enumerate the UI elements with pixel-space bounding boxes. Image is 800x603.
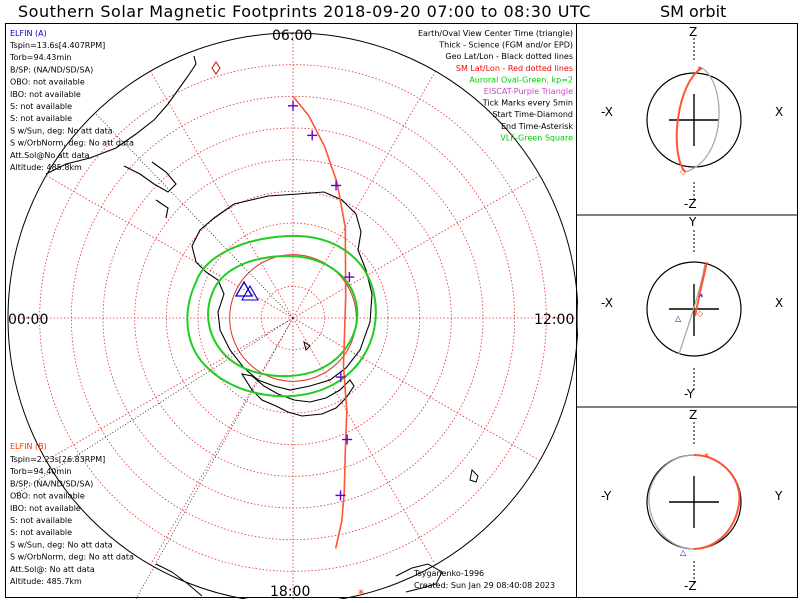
axis-label-left: -X (601, 296, 613, 310)
info-line: B/SP: (NA/ND/SD/SA) (10, 65, 93, 74)
legend-entry: EISCAT-Purple Triangle (484, 87, 573, 96)
geo-lon-line (95, 113, 294, 319)
earth-circle (646, 72, 742, 168)
legend-entry: VLF-Green Square (500, 133, 573, 142)
eiscat-triangle (241, 284, 259, 301)
info-line: S w/Sun, deg: No att data (10, 126, 113, 135)
axis-label-right: X (775, 296, 783, 310)
auroral-oval-outer (186, 234, 377, 398)
legend-entry: Thick - Science (FGM and/or EPD) (438, 41, 573, 50)
footprint-map: * 06:00 00:00 12:00 18:00 ELFIN (A) Tspi… (7, 28, 578, 600)
auroral-oval-inner (207, 254, 359, 378)
info-line: OBO: not available (10, 492, 85, 501)
footprint-track (288, 95, 355, 549)
orbit-panel-yz: * △ Z -Z -Y Y (601, 408, 783, 593)
elfin-b-info: ELFIN (B) Tspin=2.23s[26.83RPM] Torb=94.4… (9, 442, 134, 586)
orbit-start-marker: ◇ (680, 167, 687, 176)
island-outline (303, 340, 479, 483)
legend: Earth/Oval View Center Time (triangle) Th… (418, 29, 573, 142)
orbit-path-a (678, 263, 706, 355)
info-line: S w/OrbNorm, deg: No att data (10, 553, 134, 562)
axis-label-bottom: -Z (684, 579, 697, 593)
axis-label-left: -X (601, 105, 613, 119)
info-line: B/SP: (NA/ND/SD/SA) (10, 479, 93, 488)
axis-label-top: Y (688, 215, 697, 229)
axis-label-right: X (775, 105, 783, 119)
orbit-start-marker: △ (675, 314, 682, 323)
info-line: Att.Sol@: No att data (10, 565, 95, 574)
info-line: S: not available (10, 114, 72, 123)
axis-label-bottom: -Y (684, 387, 695, 401)
sm-orbit-svg: * ◇ Z -Z -X X * △ ◇ Y -Y -X X (577, 25, 798, 593)
orbit-panel-xz: * ◇ Z -Z -X X (601, 25, 783, 211)
elfin-b-title: ELFIN (B) (10, 442, 47, 451)
sm-orbit-panels: * ◇ Z -Z -X X * △ ◇ Y -Y -X X (577, 23, 798, 598)
orbit-path-b (675, 67, 703, 173)
geo-grid (15, 113, 294, 599)
elfin-a-title: ELFIN (A) (10, 29, 47, 38)
geo-lon-line (135, 317, 294, 599)
geo-lon-line (15, 317, 294, 495)
axis-label-left: -Y (601, 489, 612, 503)
legend-entry: Geo Lat/Lon - Black dotted lines (445, 52, 573, 61)
orbit-title: SM orbit (660, 2, 727, 21)
info-line: S w/OrbNorm, deg: No att data (10, 139, 134, 148)
credit-text: Tsyganenko-1996 (413, 569, 484, 578)
legend-entry: Tick Marks every 5min (482, 99, 573, 108)
orbit-diamond-marker: ◇ (697, 309, 704, 318)
hour-label-right: 12:00 (534, 312, 574, 328)
info-line: OBO: not available (10, 78, 85, 87)
info-line: S w/Sun, deg: No att data (10, 540, 113, 549)
orbit-start-marker: △ (680, 548, 687, 557)
elfin-a-info: ELFIN (A) Tspin=13.6s[4.407RPM] Torb=94.4… (9, 29, 134, 172)
hour-label-left: 00:00 (8, 312, 48, 328)
info-line: S: not available (10, 102, 72, 111)
legend-entry: Earth/Oval View Center Time (triangle) (418, 29, 573, 38)
hour-label-top: 06:00 (272, 28, 312, 44)
axis-label-top: Z (689, 25, 697, 39)
axis-label-right: Y (774, 489, 783, 503)
info-line: S: not available (10, 516, 72, 525)
page-title: Southern Solar Magnetic Footprints 2018-… (18, 2, 591, 21)
orbit-end-marker: * (697, 65, 702, 76)
axis-label-bottom: -Z (684, 197, 697, 211)
info-line: Altitude: 485.7km (10, 577, 82, 586)
orbit-panel-xy: * △ ◇ Y -Y -X X (601, 215, 783, 401)
created-text: Created: Sun Jan 29 08:40:08 2023 (414, 581, 555, 590)
antarctic-peninsula-coastline (240, 373, 355, 417)
legend-entry: Start Time-Diamond (492, 110, 573, 119)
orbit-path-a (648, 454, 695, 550)
info-line: Att.Sol@No att data (10, 151, 90, 160)
info-line: Tspin=13.6s[4.407RPM] (9, 41, 105, 50)
info-line: Altitude: 485.8km (10, 163, 82, 172)
south-america-coastline (45, 55, 197, 219)
orbit-end-marker: * (699, 293, 704, 303)
track-line (292, 95, 348, 549)
hour-label-bottom: 18:00 (270, 584, 310, 599)
orbit-path-b (693, 454, 741, 550)
start-diamond (211, 61, 221, 75)
antarctica-coastline (191, 191, 373, 391)
earth-circle (646, 261, 742, 357)
info-line: Torb=94.40min (9, 467, 71, 476)
legend-entry: SM Lat/Lon - Red dotted lines (456, 64, 573, 73)
africa-coastline (155, 563, 443, 597)
axis-label-top: Z (689, 408, 697, 422)
footprint-plot: * 06:00 00:00 12:00 18:00 ELFIN (A) Tspi… (5, 23, 578, 600)
view-center-triangle (234, 280, 254, 297)
orbit-path-a (684, 67, 720, 173)
info-line: Tspin=2.23s[26.83RPM] (9, 455, 105, 464)
orbit-path-b (694, 261, 708, 317)
info-line: Torb=94.43min (9, 53, 71, 62)
info-line: IBO: not available (10, 504, 81, 513)
legend-entry: End Time-Asterisk (501, 122, 573, 131)
info-line: IBO: not available (10, 90, 81, 99)
end-asterisk: * (358, 587, 364, 599)
orbit-end-marker: * (704, 452, 709, 463)
info-line: S: not available (10, 528, 72, 537)
legend-entry: Auroral Oval-Green, kp=2 (469, 75, 573, 84)
